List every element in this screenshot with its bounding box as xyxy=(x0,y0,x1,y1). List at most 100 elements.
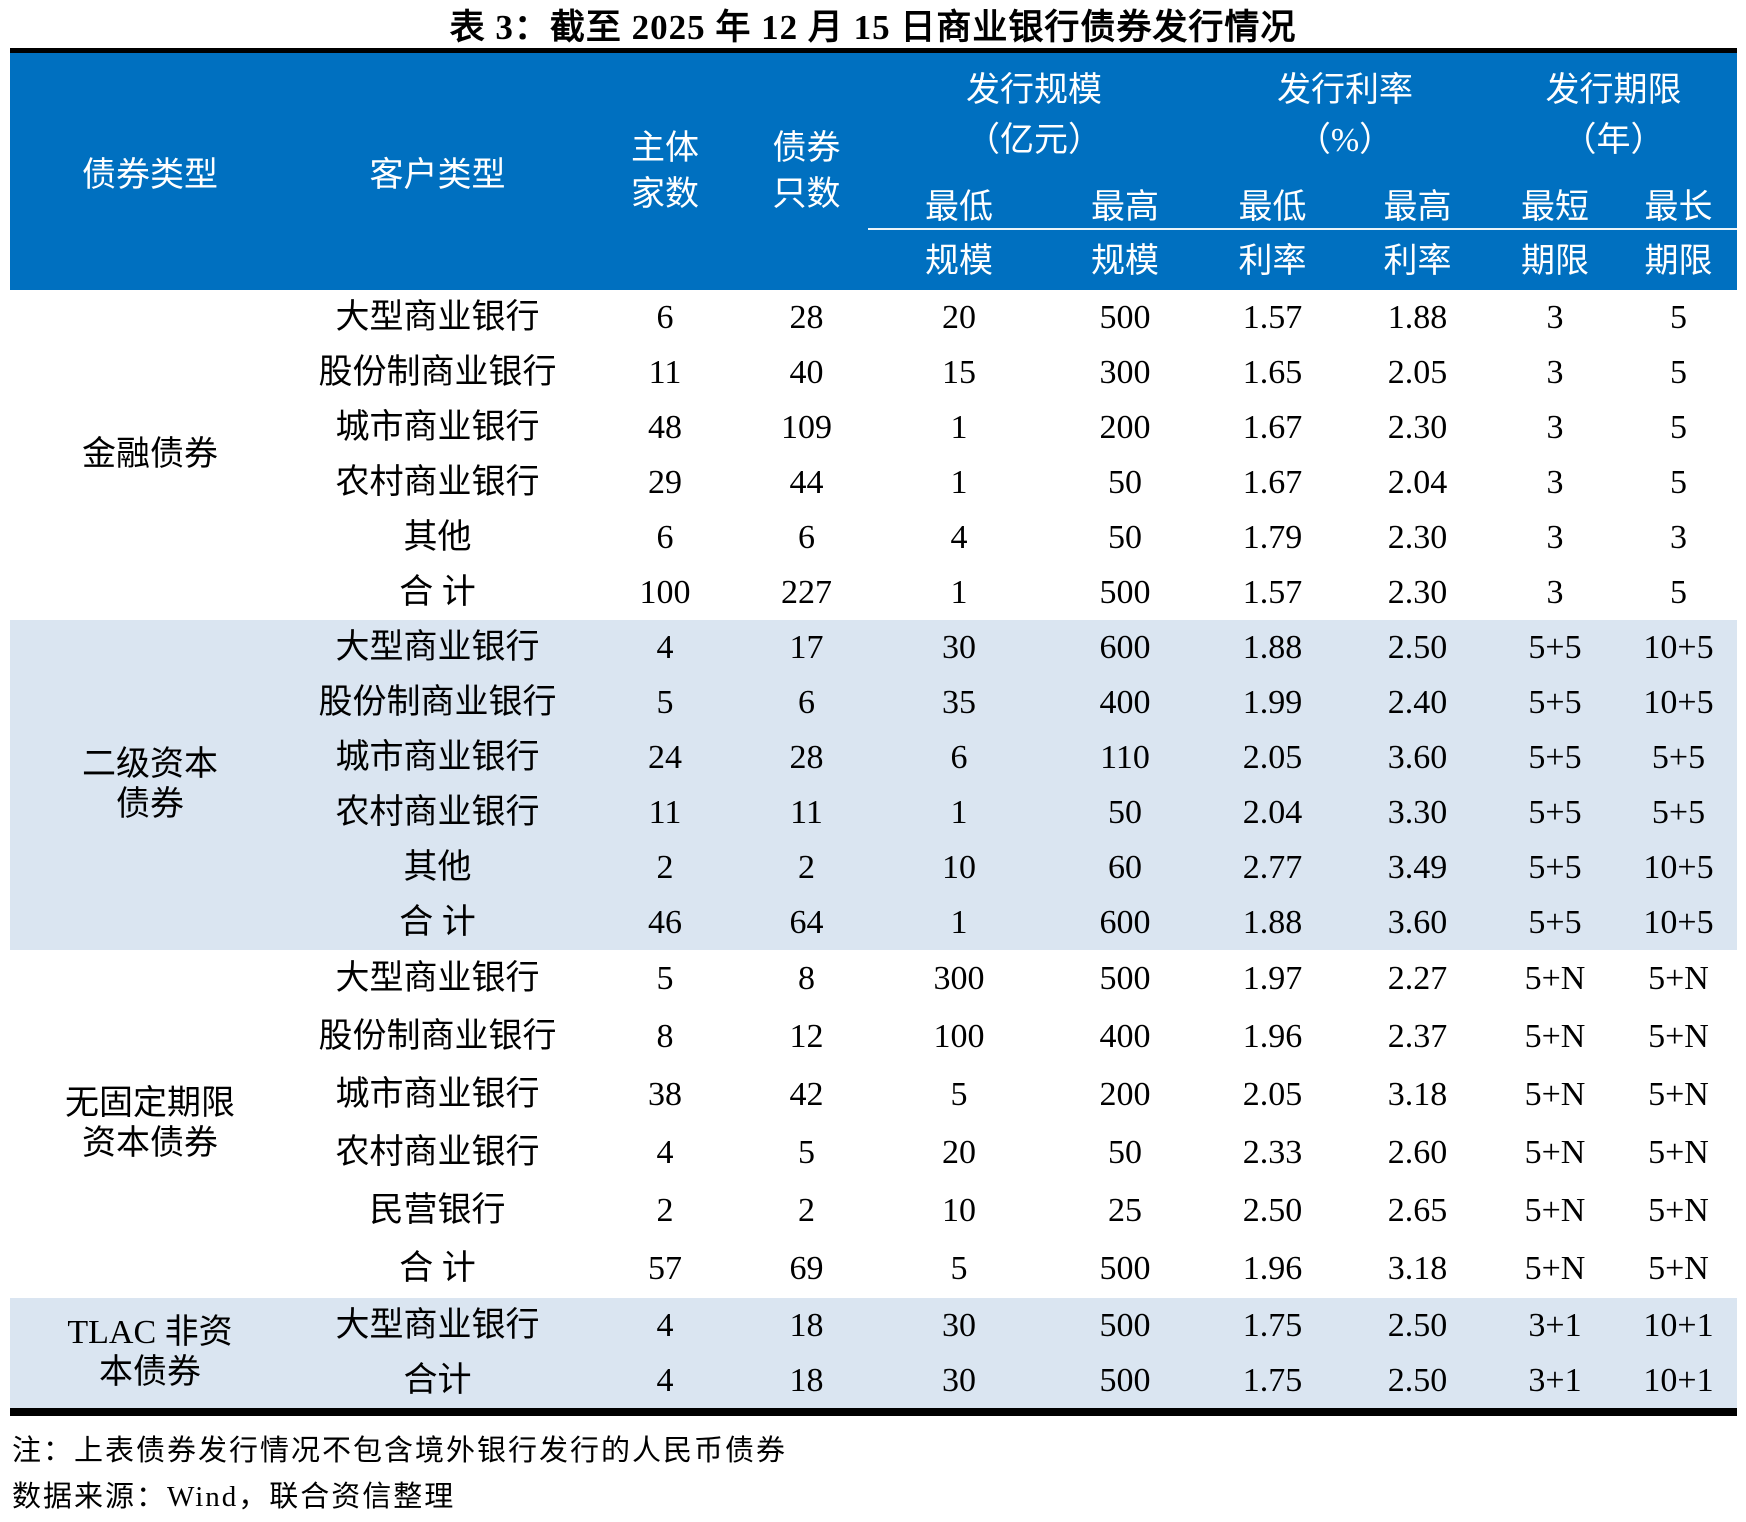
customer-type-cell: 城市商业银行 xyxy=(335,738,540,776)
value-cell: 3+1 xyxy=(1528,1361,1582,1399)
header-issuer-line1: 主体 xyxy=(631,129,699,167)
value-cell: 5+N xyxy=(1648,1192,1709,1229)
value-cell: 3.49 xyxy=(1387,848,1448,886)
value-cell: 2.30 xyxy=(1387,408,1448,446)
customer-type-cell: 股份制商业银行 xyxy=(318,1018,557,1055)
value-cell: 2.04 xyxy=(1387,463,1448,501)
value-cell: 6 xyxy=(798,683,815,721)
value-cell: 5+5 xyxy=(1528,793,1582,831)
value-cell: 8 xyxy=(798,960,815,997)
value-cell: 3 xyxy=(1546,518,1564,556)
header-bond-type: 债券类型 xyxy=(82,157,218,194)
value-cell: 5+N xyxy=(1524,1076,1586,1113)
title-rule xyxy=(10,48,1737,53)
customer-type-cell: 大型商业银行 xyxy=(335,298,540,336)
value-cell: 50 xyxy=(1108,463,1142,501)
value-cell: 1.88 xyxy=(1387,298,1448,336)
value-cell: 500 xyxy=(1099,1250,1151,1287)
value-cell: 28 xyxy=(789,298,824,336)
value-cell: 57 xyxy=(648,1250,682,1287)
value-cell: 11 xyxy=(648,353,682,391)
subheader-rate: 利率 xyxy=(1383,242,1452,280)
value-cell: 2.33 xyxy=(1242,1134,1303,1171)
value-cell: 10+5 xyxy=(1643,628,1714,666)
value-cell: 12 xyxy=(789,1018,824,1055)
value-cell: 3.18 xyxy=(1387,1076,1448,1113)
value-cell: 5 xyxy=(1670,573,1687,611)
value-cell: 2.37 xyxy=(1387,1018,1448,1055)
value-cell: 2.04 xyxy=(1242,793,1303,831)
customer-type-cell: 民营银行 xyxy=(369,1192,506,1229)
value-cell: 6 xyxy=(656,298,674,336)
value-cell: 2.27 xyxy=(1387,960,1448,997)
value-cell: 1.99 xyxy=(1242,683,1303,721)
value-cell: 2.05 xyxy=(1242,1076,1303,1113)
value-cell: 1.65 xyxy=(1242,353,1303,391)
value-cell: 1 xyxy=(950,793,968,831)
group-title: 发行规模 xyxy=(966,71,1102,109)
value-cell: 1.75 xyxy=(1242,1361,1303,1399)
group-title: 发行期限 xyxy=(1545,71,1682,109)
customer-type-cell: 城市商业银行 xyxy=(335,1076,540,1113)
value-cell: 300 xyxy=(933,960,985,997)
value-cell: 28 xyxy=(789,738,824,776)
value-cell: 1.67 xyxy=(1242,463,1303,501)
value-cell: 110 xyxy=(1100,738,1150,776)
value-cell: 227 xyxy=(781,573,832,611)
value-cell: 1.96 xyxy=(1242,1018,1303,1055)
header-group-issue-size: 发行规模 （亿元） xyxy=(868,53,1200,178)
subheader-scale: 规模 xyxy=(1091,242,1159,280)
header-bond-line1: 债券 xyxy=(772,129,841,167)
table-section: 无固定期限 资本债券 大型商业银行 5 8 300 500 1.97 2.27 5+N 5+N 股份制… xyxy=(10,950,1737,1298)
value-cell: 3.60 xyxy=(1387,903,1448,941)
footnotes: 注：上表债券发行情况不包含境外银行发行的人民币债券 数据来源：Wind，联合资信… xyxy=(12,1416,1746,1520)
value-cell: 11 xyxy=(648,793,682,831)
value-cell: 3 xyxy=(1546,573,1564,611)
value-cell: 200 xyxy=(1099,408,1151,446)
customer-type-cell: 大型商业银行 xyxy=(335,960,540,997)
bond-type-line: 无固定期限 xyxy=(65,1085,235,1122)
value-cell: 60 xyxy=(1108,848,1142,886)
value-cell: 30 xyxy=(942,1306,976,1344)
header-bond-line2: 只数 xyxy=(772,175,841,213)
customer-type-cell: 股份制商业银行 xyxy=(318,353,557,391)
footnote-note: 注：上表债券发行情况不包含境外银行发行的人民币债券 xyxy=(12,1435,788,1467)
value-cell: 5 xyxy=(1670,353,1687,391)
value-cell: 2 xyxy=(798,1192,815,1229)
bond-type-line: 金融债券 xyxy=(82,436,218,473)
value-cell: 2.60 xyxy=(1387,1134,1448,1171)
bond-type-line: 债券 xyxy=(116,786,184,823)
value-cell: 10+1 xyxy=(1643,1306,1714,1344)
table-section: 金融债券 大型商业银行 6 28 20 500 1.57 1.88 3 5 股份制商业银行 11 40 1… xyxy=(10,290,1737,620)
customer-type-cell: 股份制商业银行 xyxy=(318,683,557,721)
value-cell: 6 xyxy=(656,518,674,556)
value-cell: 4 xyxy=(656,628,674,666)
value-cell: 6 xyxy=(950,738,968,776)
value-cell: 2.30 xyxy=(1387,518,1448,556)
value-cell: 1.67 xyxy=(1242,408,1303,446)
value-cell: 500 xyxy=(1099,298,1151,336)
value-cell: 2.77 xyxy=(1242,848,1303,886)
table-bottom-rule xyxy=(10,1408,1737,1416)
value-cell: 4 xyxy=(950,518,968,556)
value-cell: 5+N xyxy=(1524,1134,1586,1171)
value-cell: 5+5 xyxy=(1528,628,1582,666)
value-cell: 400 xyxy=(1099,683,1151,721)
subheader-divider-line xyxy=(868,228,1737,230)
value-cell: 15 xyxy=(942,353,976,391)
value-cell: 5+N xyxy=(1648,1250,1709,1287)
customer-type-cell: 农村商业银行 xyxy=(335,1134,540,1171)
customer-type-cell: 其他 xyxy=(403,848,472,886)
value-cell: 5 xyxy=(656,683,674,721)
table-section: TLAC 非资 本债券 大型商业银行 4 18 30 500 1.75 2.50 3+1 10+1 合… xyxy=(10,1298,1737,1408)
value-cell: 50 xyxy=(1108,518,1142,556)
customer-type-cell: 大型商业银行 xyxy=(335,1306,540,1344)
value-cell: 44 xyxy=(789,463,824,501)
value-cell: 3+1 xyxy=(1528,1306,1582,1344)
customer-type-cell: 农村商业银行 xyxy=(335,463,540,501)
page-title: 表 3：截至 2025 年 12 月 15 日商业银行债券发行情况 xyxy=(449,8,1297,47)
value-cell: 200 xyxy=(1099,1076,1151,1113)
value-cell: 50 xyxy=(1108,1134,1142,1171)
header-group-issue-rate: 发行利率 （%） xyxy=(1200,53,1490,178)
